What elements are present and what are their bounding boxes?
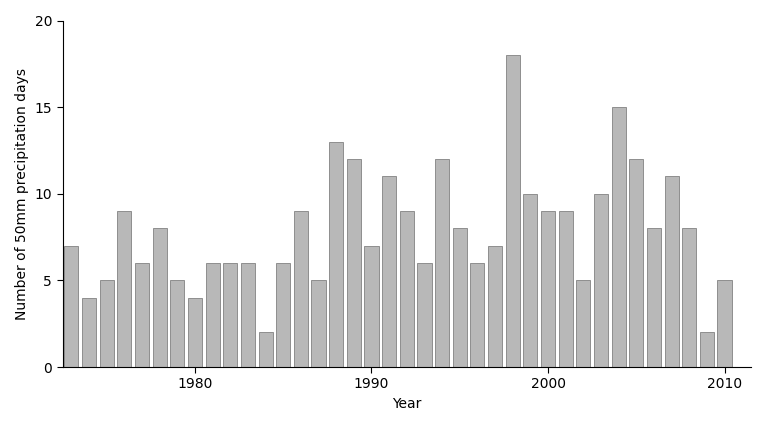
Bar xyxy=(558,211,573,367)
Bar xyxy=(541,211,555,367)
Bar xyxy=(629,159,643,367)
Bar xyxy=(417,263,431,367)
Bar xyxy=(665,176,679,367)
Bar xyxy=(100,280,114,367)
Bar xyxy=(223,263,237,367)
Bar xyxy=(683,228,696,367)
Bar xyxy=(435,159,449,367)
Bar xyxy=(700,332,714,367)
Bar xyxy=(205,263,220,367)
Bar xyxy=(382,176,396,367)
Bar xyxy=(188,298,202,367)
Bar xyxy=(488,246,502,367)
Bar xyxy=(470,263,484,367)
Bar xyxy=(135,263,149,367)
Bar xyxy=(647,228,661,367)
Bar xyxy=(117,211,132,367)
Bar xyxy=(523,194,538,367)
X-axis label: Year: Year xyxy=(392,397,421,411)
Bar xyxy=(329,142,343,367)
Bar xyxy=(64,246,78,367)
Bar xyxy=(294,211,308,367)
Bar xyxy=(506,55,520,367)
Bar xyxy=(241,263,255,367)
Bar xyxy=(365,246,378,367)
Bar xyxy=(312,280,326,367)
Bar xyxy=(277,263,290,367)
Bar xyxy=(611,107,626,367)
Bar xyxy=(347,159,361,367)
Y-axis label: Number of 50mm precipitation days: Number of 50mm precipitation days xyxy=(15,68,29,320)
Bar xyxy=(576,280,591,367)
Bar xyxy=(259,332,273,367)
Bar xyxy=(170,280,185,367)
Bar xyxy=(152,228,167,367)
Bar xyxy=(400,211,414,367)
Bar xyxy=(718,280,732,367)
Bar xyxy=(82,298,97,367)
Bar xyxy=(453,228,466,367)
Bar xyxy=(594,194,608,367)
